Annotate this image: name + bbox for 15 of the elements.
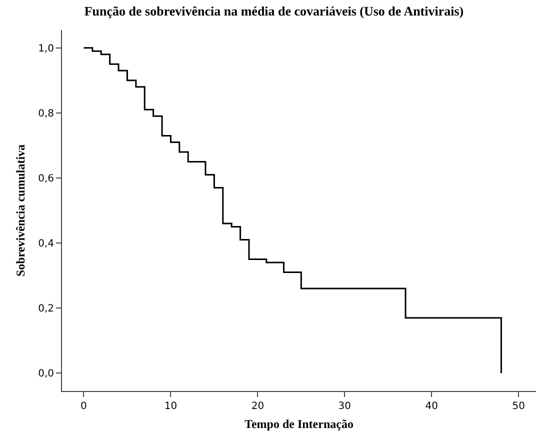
x-tick-label: 10: [164, 401, 178, 412]
y-tick-label: 0,6: [38, 173, 54, 184]
x-tick-label: 40: [425, 401, 438, 412]
y-tick-label: 1,0: [38, 43, 54, 54]
x-tick-label: 0: [80, 401, 87, 412]
y-tick-label: 0,2: [38, 304, 54, 315]
x-axis-title: Tempo de Internação: [244, 416, 354, 431]
y-tick-label: 0,0: [38, 368, 54, 380]
x-tick-label: 50: [512, 401, 525, 412]
x-tick-label: 30: [338, 401, 352, 412]
x-tick-label: 20: [251, 401, 264, 412]
y-axis-title: Sobrevivência cumulativa: [13, 144, 28, 277]
y-tick-label: 0,4: [38, 238, 54, 250]
chart-title: Função de sobrevivência na média de covariáveis (Uso de Antivirais): [84, 4, 464, 19]
y-tick-label: 0,8: [38, 108, 54, 120]
